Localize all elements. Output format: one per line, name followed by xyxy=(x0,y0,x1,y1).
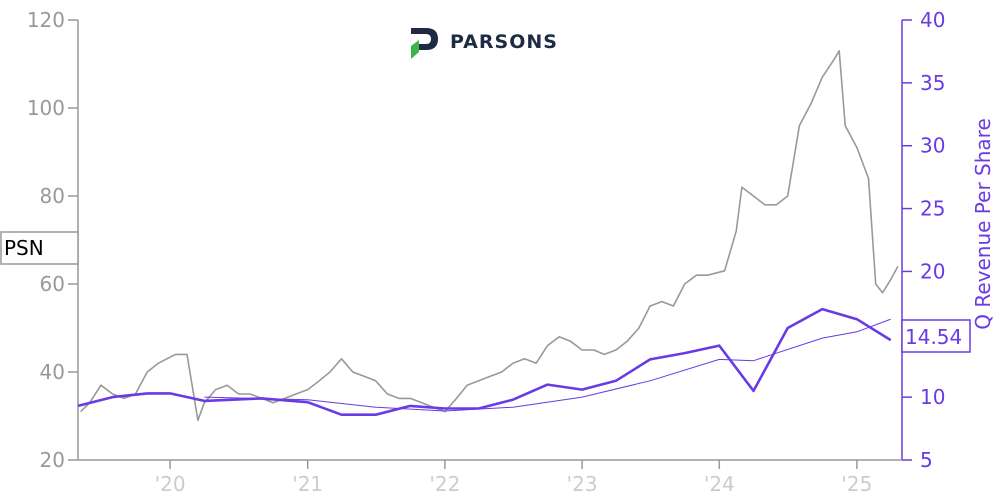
right-axis: 510152025303540 xyxy=(901,8,945,472)
parsons-logo-icon xyxy=(411,28,438,50)
left-tick-label: 100 xyxy=(27,96,65,120)
right-tick-label: 30 xyxy=(920,134,945,158)
left-axis: 20 40 60 80 100 120 xyxy=(27,8,79,472)
last-value-text: 14.54 xyxy=(905,325,962,349)
series-layer xyxy=(77,50,899,422)
right-tick-label: 40 xyxy=(920,8,945,32)
left-tick-label: 20 xyxy=(40,448,65,472)
logo-text: PARSONS xyxy=(450,31,558,53)
x-tick-label: '25 xyxy=(841,472,872,496)
x-tick-label: '22 xyxy=(429,472,460,496)
revenue-per-share-line xyxy=(77,307,892,416)
last-value-label: 14.54 xyxy=(901,319,971,353)
x-tick-label: '21 xyxy=(292,472,323,496)
ticker-label: PSN xyxy=(0,231,79,265)
left-tick-label: 60 xyxy=(40,272,65,296)
ticker-label-text: PSN xyxy=(4,236,44,260)
left-tick-label: 40 xyxy=(40,360,65,384)
price-line xyxy=(80,50,899,422)
right-axis-title: Q Revenue Per Share xyxy=(971,118,995,330)
parsons-logo-leaf-icon xyxy=(411,40,419,59)
logo: PARSONS xyxy=(411,28,558,59)
left-tick-label: 120 xyxy=(27,8,65,32)
last-value-box xyxy=(901,319,971,353)
right-tick-label: 20 xyxy=(920,259,945,283)
revenue-per-share-trend-line xyxy=(204,318,891,412)
ticker-label-box xyxy=(0,231,79,265)
right-tick-label: 10 xyxy=(920,385,945,409)
right-tick-label: 35 xyxy=(920,71,945,95)
right-tick-label: 5 xyxy=(920,448,933,472)
left-tick-label: 80 xyxy=(40,184,65,208)
x-axis: '20 '21 '22 '23 '24 '25 xyxy=(78,459,902,496)
x-tick-label: '24 xyxy=(704,472,735,496)
x-tick-label: '23 xyxy=(567,472,598,496)
x-tick-label: '20 xyxy=(155,472,186,496)
right-tick-label: 25 xyxy=(920,197,945,221)
